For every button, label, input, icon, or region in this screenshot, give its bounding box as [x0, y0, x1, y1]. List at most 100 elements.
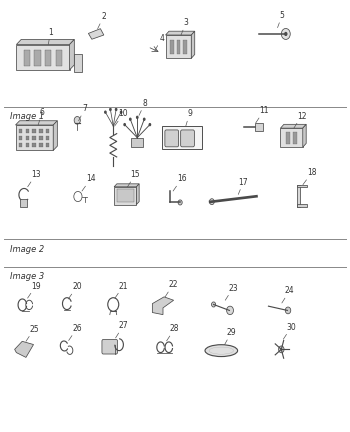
- Text: 27: 27: [116, 321, 128, 338]
- Text: 15: 15: [127, 170, 140, 187]
- Bar: [33, 143, 36, 147]
- Bar: [16, 44, 70, 70]
- Polygon shape: [136, 184, 139, 205]
- Circle shape: [211, 302, 216, 307]
- Circle shape: [143, 118, 146, 121]
- Bar: [26, 129, 29, 133]
- Polygon shape: [166, 31, 195, 35]
- Circle shape: [284, 32, 287, 36]
- Circle shape: [123, 123, 126, 126]
- Polygon shape: [16, 39, 74, 44]
- Text: 1: 1: [48, 28, 53, 44]
- Circle shape: [279, 346, 284, 353]
- Circle shape: [115, 108, 118, 111]
- Polygon shape: [114, 184, 139, 187]
- Polygon shape: [15, 341, 34, 357]
- FancyBboxPatch shape: [165, 130, 178, 147]
- Bar: [39, 129, 43, 133]
- Text: 9: 9: [186, 109, 192, 126]
- Text: Image 3: Image 3: [10, 272, 44, 281]
- Bar: [45, 50, 51, 66]
- Text: 11: 11: [256, 106, 268, 123]
- Polygon shape: [191, 31, 195, 58]
- Polygon shape: [152, 297, 174, 314]
- Bar: [46, 143, 49, 147]
- Text: 3: 3: [181, 19, 188, 35]
- Bar: [293, 132, 298, 144]
- Bar: [39, 143, 43, 147]
- Bar: [74, 54, 82, 72]
- Text: 4: 4: [155, 34, 164, 51]
- Polygon shape: [53, 121, 57, 150]
- Polygon shape: [15, 121, 57, 125]
- Polygon shape: [303, 124, 306, 147]
- Bar: [297, 184, 307, 187]
- Bar: [26, 136, 29, 140]
- Polygon shape: [280, 124, 306, 128]
- Text: Image 1: Image 1: [10, 112, 44, 121]
- Bar: [177, 40, 180, 54]
- Circle shape: [129, 118, 132, 121]
- Circle shape: [178, 200, 182, 205]
- Circle shape: [104, 111, 107, 114]
- Circle shape: [109, 108, 112, 111]
- Bar: [183, 40, 187, 54]
- Text: 22: 22: [165, 280, 178, 297]
- Circle shape: [120, 111, 122, 114]
- Text: 25: 25: [26, 325, 39, 341]
- Bar: [280, 128, 303, 147]
- Text: 10: 10: [115, 109, 128, 126]
- Text: 12: 12: [294, 111, 306, 128]
- Bar: [170, 40, 174, 54]
- Circle shape: [209, 199, 214, 205]
- Text: 6: 6: [38, 108, 44, 125]
- Bar: [166, 35, 191, 58]
- Text: 17: 17: [238, 178, 248, 194]
- Bar: [56, 50, 62, 66]
- Polygon shape: [70, 39, 74, 70]
- Bar: [286, 132, 290, 144]
- Text: 23: 23: [225, 284, 238, 300]
- Text: 7: 7: [79, 104, 87, 121]
- Bar: [19, 143, 22, 147]
- Bar: [19, 136, 22, 140]
- Circle shape: [281, 29, 290, 39]
- Text: 19: 19: [28, 282, 41, 298]
- Bar: [297, 184, 300, 206]
- Bar: [20, 200, 27, 207]
- Text: 8: 8: [139, 99, 147, 115]
- Polygon shape: [89, 29, 104, 39]
- Circle shape: [226, 306, 233, 314]
- Bar: [26, 143, 29, 147]
- Bar: [131, 138, 144, 147]
- Text: 24: 24: [282, 286, 294, 303]
- Text: 14: 14: [82, 175, 96, 191]
- Text: 18: 18: [303, 168, 316, 184]
- Bar: [19, 129, 22, 133]
- Bar: [34, 50, 41, 66]
- Text: 2: 2: [98, 12, 106, 29]
- Text: 13: 13: [28, 170, 41, 187]
- Circle shape: [148, 123, 151, 126]
- Text: 29: 29: [225, 328, 236, 345]
- Bar: [33, 136, 36, 140]
- Text: 16: 16: [173, 175, 186, 191]
- Text: 20: 20: [68, 283, 82, 299]
- Bar: [33, 129, 36, 133]
- Bar: [46, 136, 49, 140]
- Text: 28: 28: [167, 324, 179, 341]
- FancyBboxPatch shape: [181, 130, 194, 147]
- Bar: [46, 129, 49, 133]
- Text: 21: 21: [115, 282, 128, 298]
- Bar: [15, 125, 53, 150]
- Circle shape: [136, 116, 139, 119]
- Circle shape: [74, 117, 81, 124]
- Text: 26: 26: [69, 324, 82, 340]
- Bar: [39, 136, 43, 140]
- Circle shape: [285, 307, 291, 314]
- Ellipse shape: [205, 345, 238, 356]
- Text: Image 2: Image 2: [10, 245, 44, 254]
- Bar: [255, 123, 263, 131]
- Bar: [24, 50, 30, 66]
- Bar: [117, 189, 134, 202]
